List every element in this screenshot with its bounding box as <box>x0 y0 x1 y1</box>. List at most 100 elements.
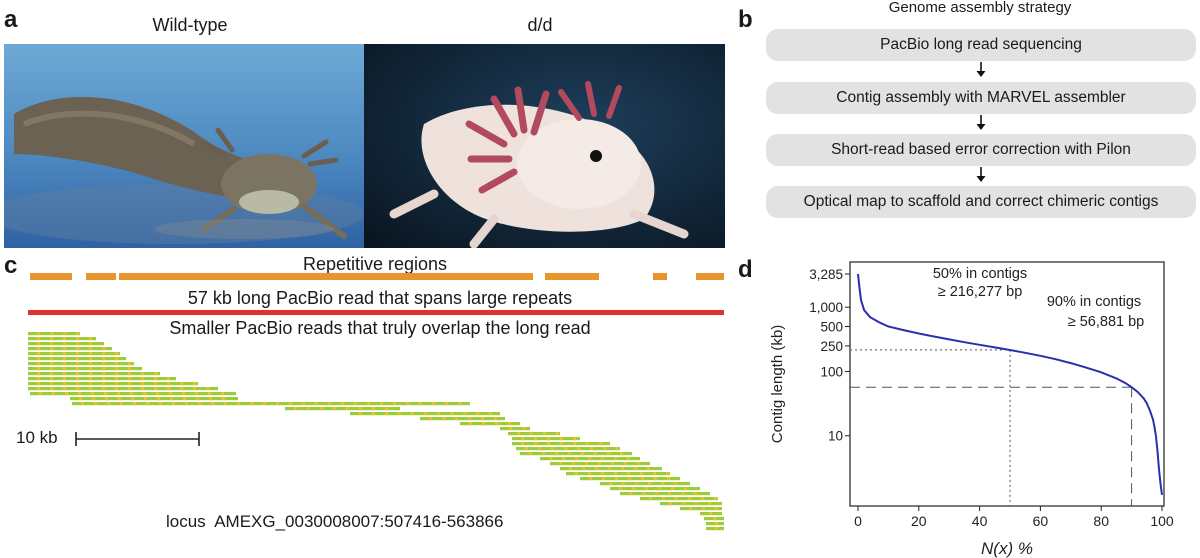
read-mismatch-spot <box>517 432 520 436</box>
x-tick-label: 20 <box>911 513 927 529</box>
read-mismatch-spot <box>572 462 575 466</box>
read-mismatch-spot <box>575 457 578 461</box>
read-mismatch-spot <box>577 447 580 451</box>
read-mismatch-spot <box>354 402 357 406</box>
read-mismatch-spot <box>406 402 409 406</box>
read-mismatch-spot <box>628 477 631 481</box>
read-mismatch-spot <box>495 422 498 426</box>
read-mismatch-spot <box>193 387 196 391</box>
read-mismatch-spot <box>115 357 118 361</box>
read-mismatch-spot <box>380 402 383 406</box>
read-mismatch-spot <box>640 472 643 476</box>
read-mismatch-spot <box>50 362 53 366</box>
read-mismatch-spot <box>102 382 105 386</box>
read-mismatch-spot <box>128 377 131 381</box>
y-axis-label: Contig length (kb) <box>769 325 786 443</box>
dd-caption: d/d <box>527 15 553 35</box>
read-mismatch-spot <box>619 487 622 491</box>
read-mismatch-spot <box>302 402 305 406</box>
read-mismatch-spot <box>154 382 157 386</box>
read-mismatch-spot <box>92 397 95 401</box>
read-mismatch-spot <box>556 432 559 436</box>
read-mismatch-spot <box>668 492 671 496</box>
read-mismatch-spot <box>714 497 717 501</box>
read-mismatch-spot <box>63 332 66 336</box>
read-mismatch-spot <box>104 392 107 396</box>
read-mismatch-spot <box>476 412 479 416</box>
short-read <box>516 447 620 451</box>
y-tick-label: 1,000 <box>809 300 843 315</box>
y-tick-label: 10 <box>828 429 843 444</box>
read-mismatch-spot <box>167 382 170 386</box>
read-mismatch-spot <box>128 382 131 386</box>
read-mismatch-spot <box>489 412 492 416</box>
read-mismatch-spot <box>222 397 225 401</box>
y-tick-label: 250 <box>820 339 843 354</box>
short-read <box>610 487 700 491</box>
read-mismatch-spot <box>662 497 665 501</box>
read-mismatch-spot <box>595 467 598 471</box>
short-read <box>70 397 238 401</box>
read-mismatch-spot <box>534 442 537 446</box>
step-contig-assembly: Contig assembly with MARVEL assembler <box>766 82 1196 114</box>
read-mismatch-spot <box>169 392 172 396</box>
read-mismatch-spot <box>674 482 677 486</box>
read-mismatch-spot <box>367 402 370 406</box>
read-mismatch-spot <box>530 432 533 436</box>
read-mismatch-spot <box>50 382 53 386</box>
read-mismatch-spot <box>637 462 640 466</box>
short-read <box>508 432 560 436</box>
read-mismatch-spot <box>167 387 170 391</box>
read-mismatch-spot <box>89 387 92 391</box>
repeat-segment <box>86 273 116 280</box>
read-mismatch-spot <box>463 412 466 416</box>
read-mismatch-spot <box>78 392 81 396</box>
short-read <box>660 502 722 506</box>
read-mismatch-spot <box>115 377 118 381</box>
read-mismatch-spot <box>359 407 362 411</box>
read-mismatch-spot <box>559 462 562 466</box>
short-read <box>680 507 722 511</box>
read-mismatch-spot <box>37 337 40 341</box>
read-mismatch-spot <box>653 472 656 476</box>
panel-d-letter: d <box>738 256 753 283</box>
read-mismatch-spot <box>508 422 511 426</box>
panel-c-letter: c <box>4 252 18 279</box>
read-mismatch-spot <box>688 497 691 501</box>
read-mismatch-spot <box>547 442 550 446</box>
read-mismatch-spot <box>76 372 79 376</box>
read-mismatch-spot <box>50 367 53 371</box>
read-mismatch-spot <box>424 412 427 416</box>
read-mismatch-spot <box>37 357 40 361</box>
read-mismatch-spot <box>154 387 157 391</box>
read-mismatch-spot <box>622 482 625 486</box>
read-mismatch-spot <box>543 432 546 436</box>
read-mismatch-spot <box>76 352 79 356</box>
short-read <box>28 352 120 356</box>
read-mismatch-spot <box>607 452 610 456</box>
read-mismatch-spot <box>76 337 79 341</box>
read-mismatch-spot <box>133 402 136 406</box>
read-mismatch-spot <box>76 357 79 361</box>
read-mismatch-spot <box>115 362 118 366</box>
down-arrow-icon <box>976 62 986 77</box>
read-mismatch-spot <box>661 482 664 486</box>
read-mismatch-spot <box>585 462 588 466</box>
read-mismatch-spot <box>118 397 121 401</box>
read-mismatch-spot <box>666 472 669 476</box>
read-mismatch-spot <box>289 402 292 406</box>
read-mismatch-spot <box>641 477 644 481</box>
read-mismatch-spot <box>263 402 266 406</box>
short-read <box>620 492 710 496</box>
read-mismatch-spot <box>115 387 118 391</box>
read-mismatch-spot <box>81 402 84 406</box>
read-mismatch-spot <box>37 382 40 386</box>
read-mismatch-spot <box>482 422 485 426</box>
n90-annotation-line1: 90% in contigs <box>1047 294 1141 310</box>
read-mismatch-spot <box>709 512 712 516</box>
short-read <box>28 382 198 386</box>
read-mismatch-spot <box>341 402 344 406</box>
read-mismatch-spot <box>115 367 118 371</box>
read-mismatch-spot <box>276 402 279 406</box>
step-optical-map: Optical map to scaffold and correct chim… <box>766 186 1196 218</box>
